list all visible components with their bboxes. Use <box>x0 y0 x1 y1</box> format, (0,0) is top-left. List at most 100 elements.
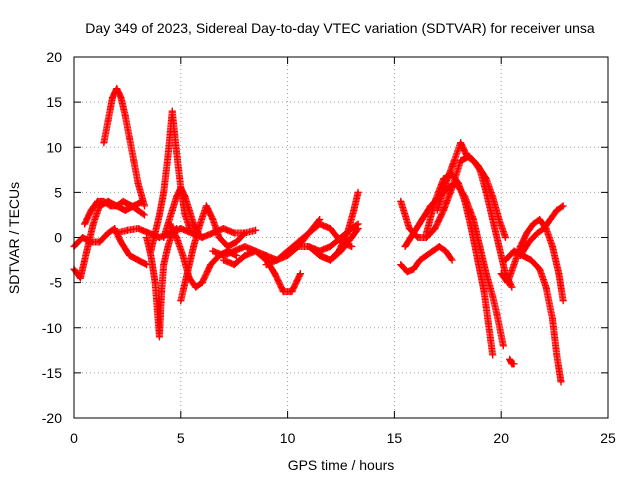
data-point <box>108 94 116 102</box>
data-point <box>326 224 334 232</box>
data-point <box>252 247 260 255</box>
data-point <box>489 215 497 223</box>
data-point <box>160 261 168 269</box>
data-point <box>252 226 260 234</box>
data-point <box>230 261 238 269</box>
data-point <box>76 274 84 282</box>
data-point <box>177 224 185 232</box>
data-point <box>450 157 458 165</box>
data-point <box>497 270 505 278</box>
data-point <box>89 220 97 228</box>
data-point <box>87 238 95 246</box>
x-tick-label: 10 <box>280 430 296 446</box>
data-point <box>121 112 129 120</box>
data-point <box>469 157 477 165</box>
data-point <box>501 256 509 264</box>
data-point <box>476 166 484 174</box>
data-point <box>215 234 223 241</box>
data-point <box>123 226 131 234</box>
data-point <box>448 256 456 264</box>
data-point <box>288 288 296 296</box>
y-tick-label: -15 <box>42 365 62 381</box>
series-trace-24 <box>516 202 567 260</box>
series-trace-14 <box>284 220 356 255</box>
data-point <box>316 220 324 228</box>
data-point <box>181 193 189 201</box>
data-point <box>164 152 172 160</box>
data-point <box>516 252 524 260</box>
data-point <box>230 247 238 255</box>
data-point <box>93 197 101 205</box>
x-tick-label: 5 <box>177 430 185 446</box>
data-point <box>111 224 119 232</box>
data-point <box>145 229 153 237</box>
data-point <box>166 229 174 237</box>
data-point <box>173 148 181 156</box>
data-point <box>209 215 217 223</box>
data-point <box>348 243 356 251</box>
data-point <box>534 229 542 237</box>
data-point <box>326 243 334 251</box>
data-point <box>454 179 462 187</box>
data-point <box>495 215 503 223</box>
data-point <box>484 319 492 327</box>
data-point <box>284 247 292 255</box>
data-point <box>187 229 195 237</box>
data-point <box>207 261 215 269</box>
data-point <box>316 252 324 260</box>
data-point <box>179 252 187 260</box>
data-point <box>168 206 176 214</box>
data-point <box>164 243 172 251</box>
data-point <box>482 188 490 196</box>
data-point <box>474 256 482 264</box>
data-point <box>501 234 509 241</box>
data-point <box>113 202 121 210</box>
data-point <box>305 243 313 251</box>
data-point <box>87 206 95 214</box>
data-point <box>457 157 465 165</box>
data-point <box>158 288 166 296</box>
data-point <box>121 206 129 214</box>
data-point <box>557 378 565 386</box>
data-point <box>81 220 89 228</box>
x-axis-ticks: 0 5 10 15 20 25 <box>70 57 616 446</box>
data-point <box>414 234 422 241</box>
data-point <box>416 256 424 264</box>
data-point <box>495 243 503 251</box>
data-point <box>134 179 142 187</box>
chart-title: Day 349 of 2023, Sidereal Day-to-day VTE… <box>85 20 595 36</box>
data-point <box>326 256 334 264</box>
series-trace-20 <box>422 170 497 359</box>
data-point <box>100 139 108 147</box>
data-point <box>527 256 535 264</box>
y-tick-label: 15 <box>46 94 62 110</box>
data-point <box>202 202 210 210</box>
x-tick-label: 15 <box>387 430 403 446</box>
data-point <box>457 139 465 147</box>
data-point <box>271 270 279 278</box>
series-trace-21 <box>433 139 516 291</box>
data-point <box>155 333 163 341</box>
data-point <box>209 247 217 255</box>
data-point <box>525 238 533 246</box>
data-point <box>273 256 281 264</box>
series-trace-10 <box>113 224 260 241</box>
data-point <box>241 243 249 251</box>
data-point <box>128 202 136 210</box>
data-point <box>190 220 198 228</box>
y-axis-ticks: -20 -15 -10 -5 0 5 10 15 20 <box>42 49 608 426</box>
data-point <box>405 224 413 232</box>
data-point <box>442 179 450 187</box>
data-point <box>403 268 411 276</box>
data-point <box>190 243 198 251</box>
data-point <box>147 252 155 260</box>
data-point <box>126 134 134 142</box>
data-point <box>555 270 563 278</box>
data-point <box>529 220 537 228</box>
data-point <box>192 283 200 291</box>
data-point <box>196 220 204 228</box>
data-point <box>422 252 430 260</box>
data-point <box>510 261 518 269</box>
data-point <box>106 202 114 210</box>
data-point <box>418 215 426 223</box>
